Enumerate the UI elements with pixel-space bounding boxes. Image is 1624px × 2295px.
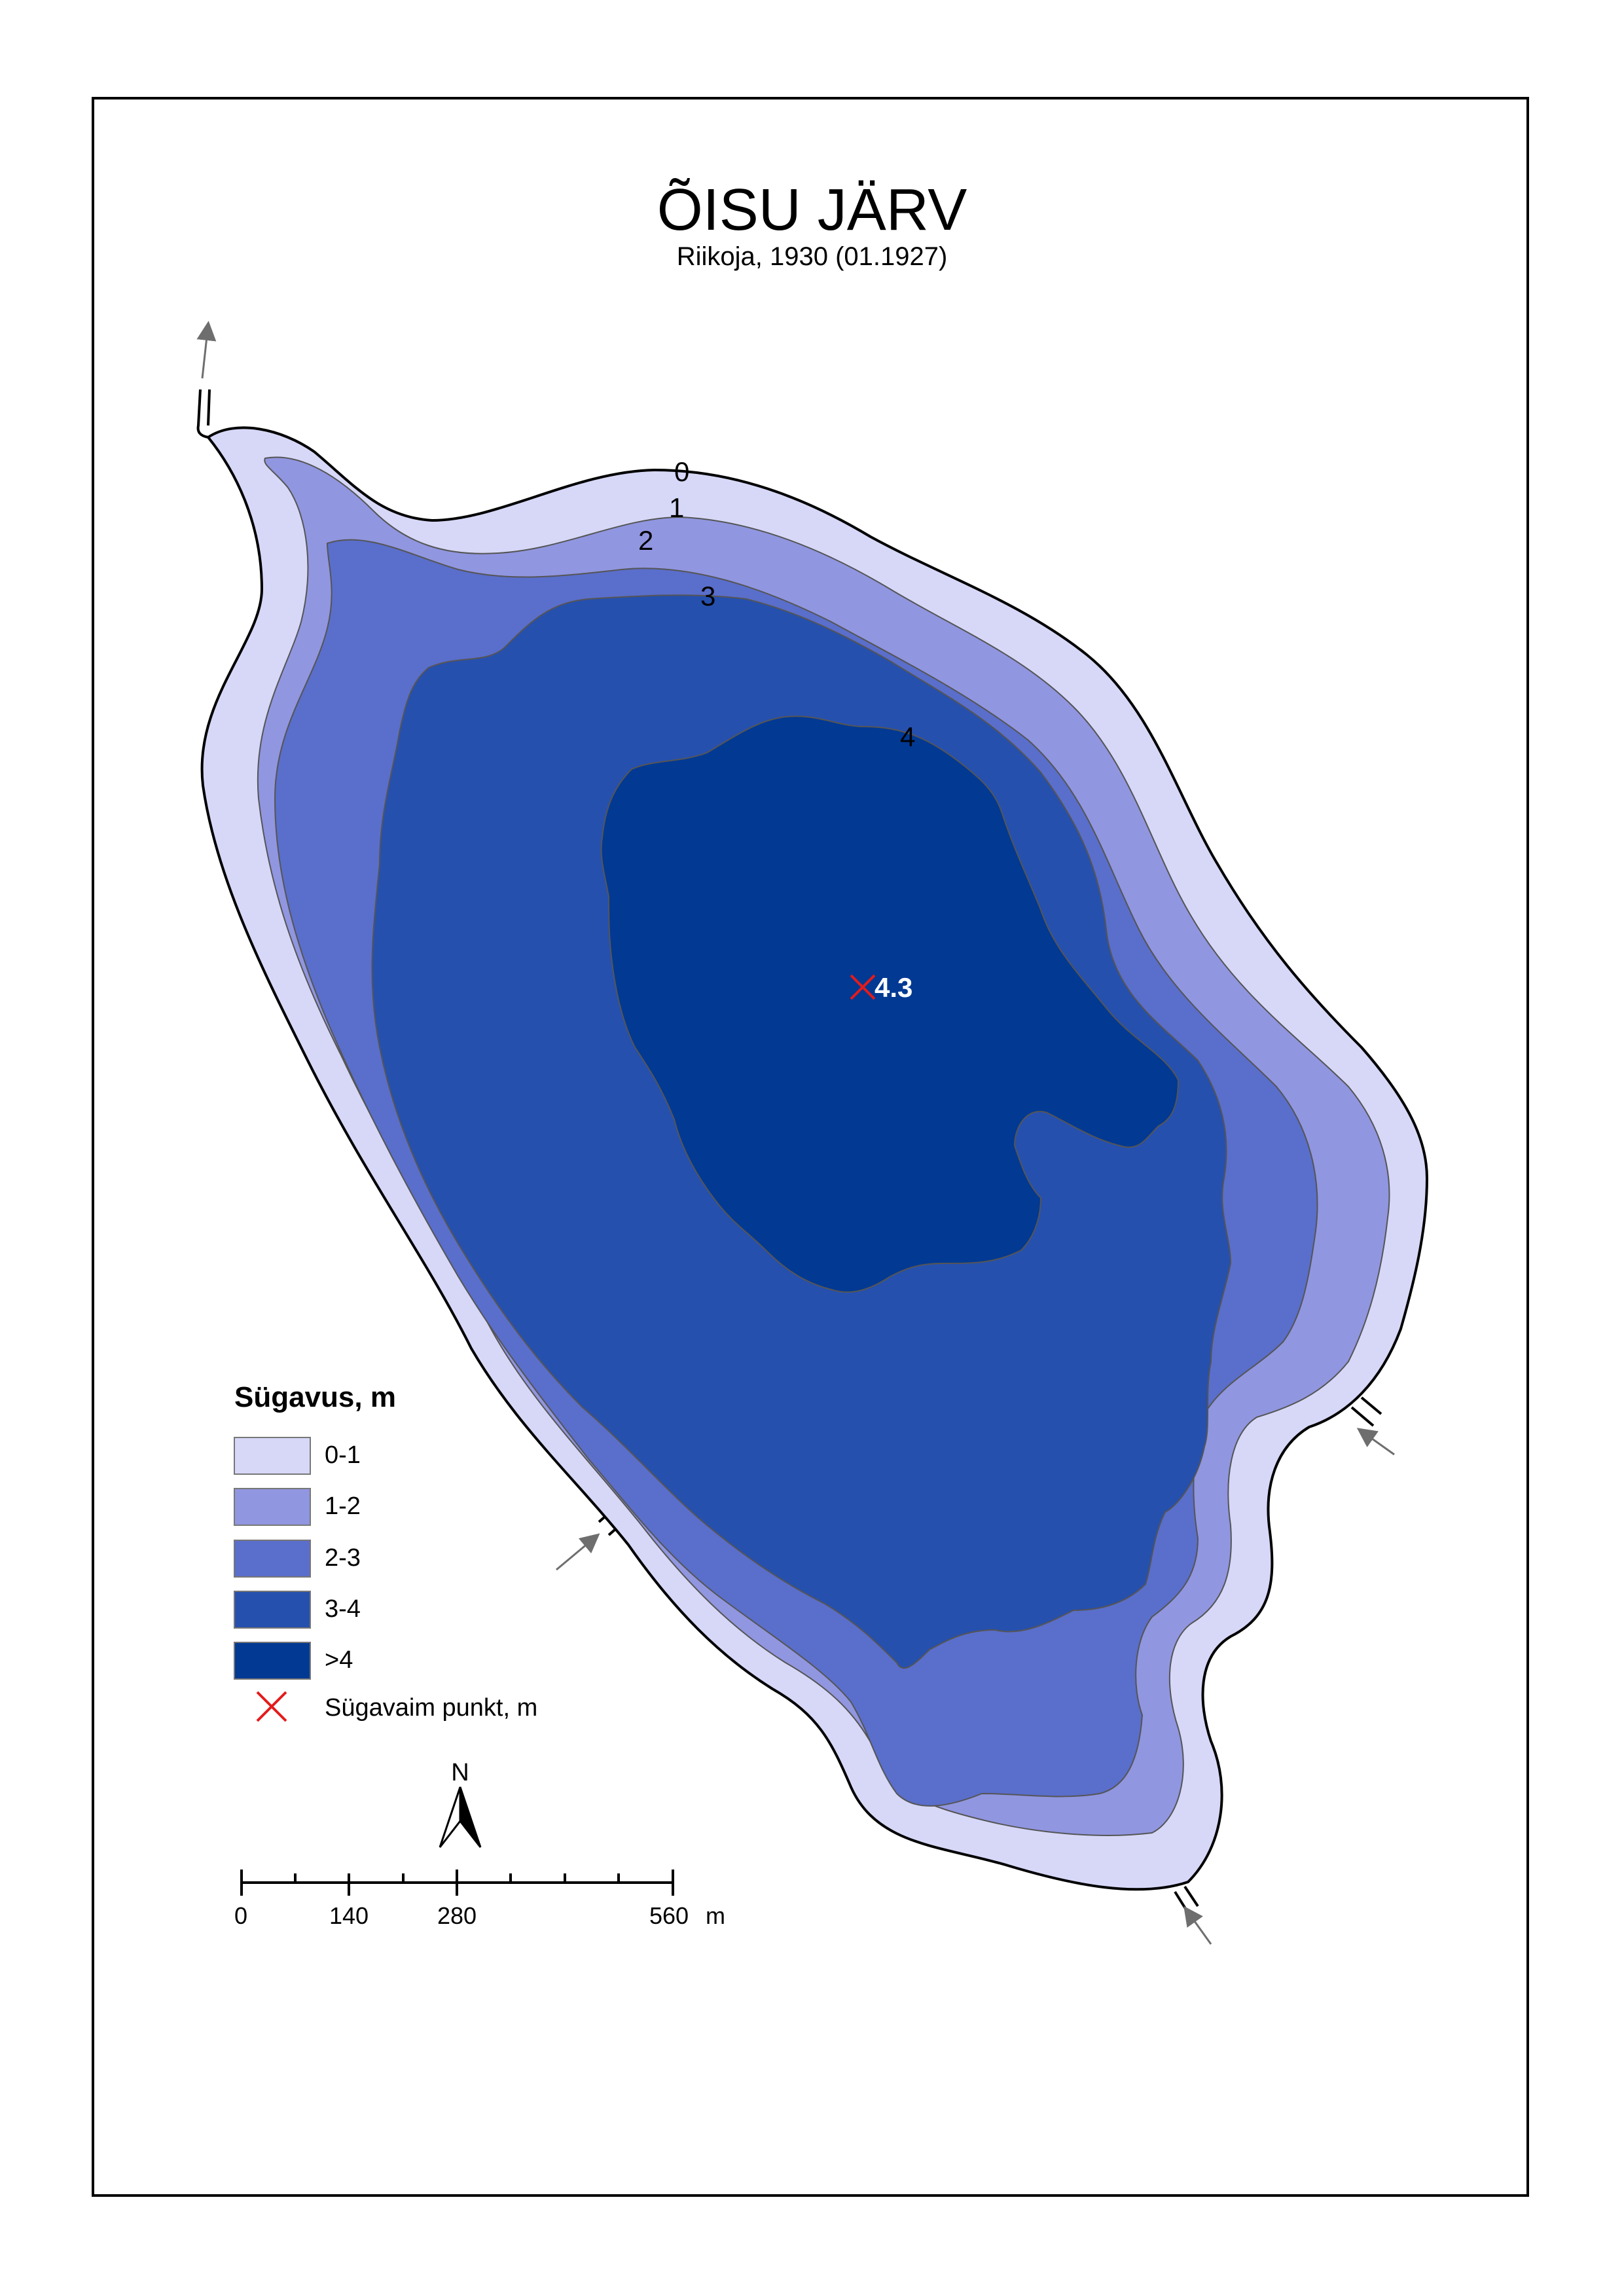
legend-swatch-gt4 — [234, 1642, 311, 1680]
contour-label-3: 3 — [700, 581, 715, 611]
inflow-channel-e — [1350, 1406, 1375, 1427]
outflow-arrow-nw — [196, 321, 217, 379]
legend-swatch-2-3 — [234, 1540, 311, 1578]
inflow-arrow-e — [1356, 1428, 1395, 1456]
scale-unit: m — [706, 1902, 725, 1929]
legend-label-gt4: >4 — [325, 1646, 353, 1674]
contour-label-0: 0 — [674, 456, 689, 487]
north-arrow-icon — [439, 1786, 482, 1848]
contour-label-1: 1 — [669, 492, 684, 523]
contour-label-2: 2 — [638, 525, 653, 556]
scale-bar — [240, 1870, 674, 1896]
inflow-arrow-se — [1183, 1906, 1212, 1945]
contour-label-4: 4 — [900, 721, 915, 752]
north-label: N — [451, 1759, 469, 1786]
inflow-arrow-sw — [556, 1533, 600, 1571]
legend-swatch-3-4 — [234, 1591, 311, 1629]
inflow-channel-se — [1174, 1890, 1189, 1914]
map-title: ÕISU JÄRV — [657, 177, 967, 243]
legend-title: Sügavus, m — [234, 1381, 396, 1413]
legend-swatch-1-2 — [234, 1488, 311, 1526]
scale-label-280: 280 — [437, 1902, 477, 1929]
legend-deepest-icon — [256, 1691, 287, 1722]
legend-label-2-3: 2-3 — [325, 1544, 361, 1572]
legend-label-3-4: 3-4 — [325, 1595, 361, 1623]
scale-label-560: 560 — [649, 1902, 689, 1929]
scale-label-140: 140 — [329, 1902, 369, 1929]
legend-deepest-label: Sügavaim punkt, m — [325, 1694, 538, 1722]
deepest-point-marker — [850, 974, 876, 1000]
scale-label-0: 0 — [234, 1902, 248, 1929]
legend-label-1-2: 1-2 — [325, 1492, 361, 1520]
depth-zone-gt4 — [600, 715, 1180, 1293]
map-frame — [92, 97, 1529, 2197]
outflow-channel-nw — [196, 389, 209, 439]
map-subtitle: Riikoja, 1930 (01.1927) — [676, 242, 948, 271]
deepest-point-value: 4.3 — [875, 972, 912, 1003]
legend-swatch-0-1 — [234, 1437, 311, 1475]
flow-arrows — [196, 321, 1395, 1945]
legend-label-0-1: 0-1 — [325, 1441, 361, 1469]
